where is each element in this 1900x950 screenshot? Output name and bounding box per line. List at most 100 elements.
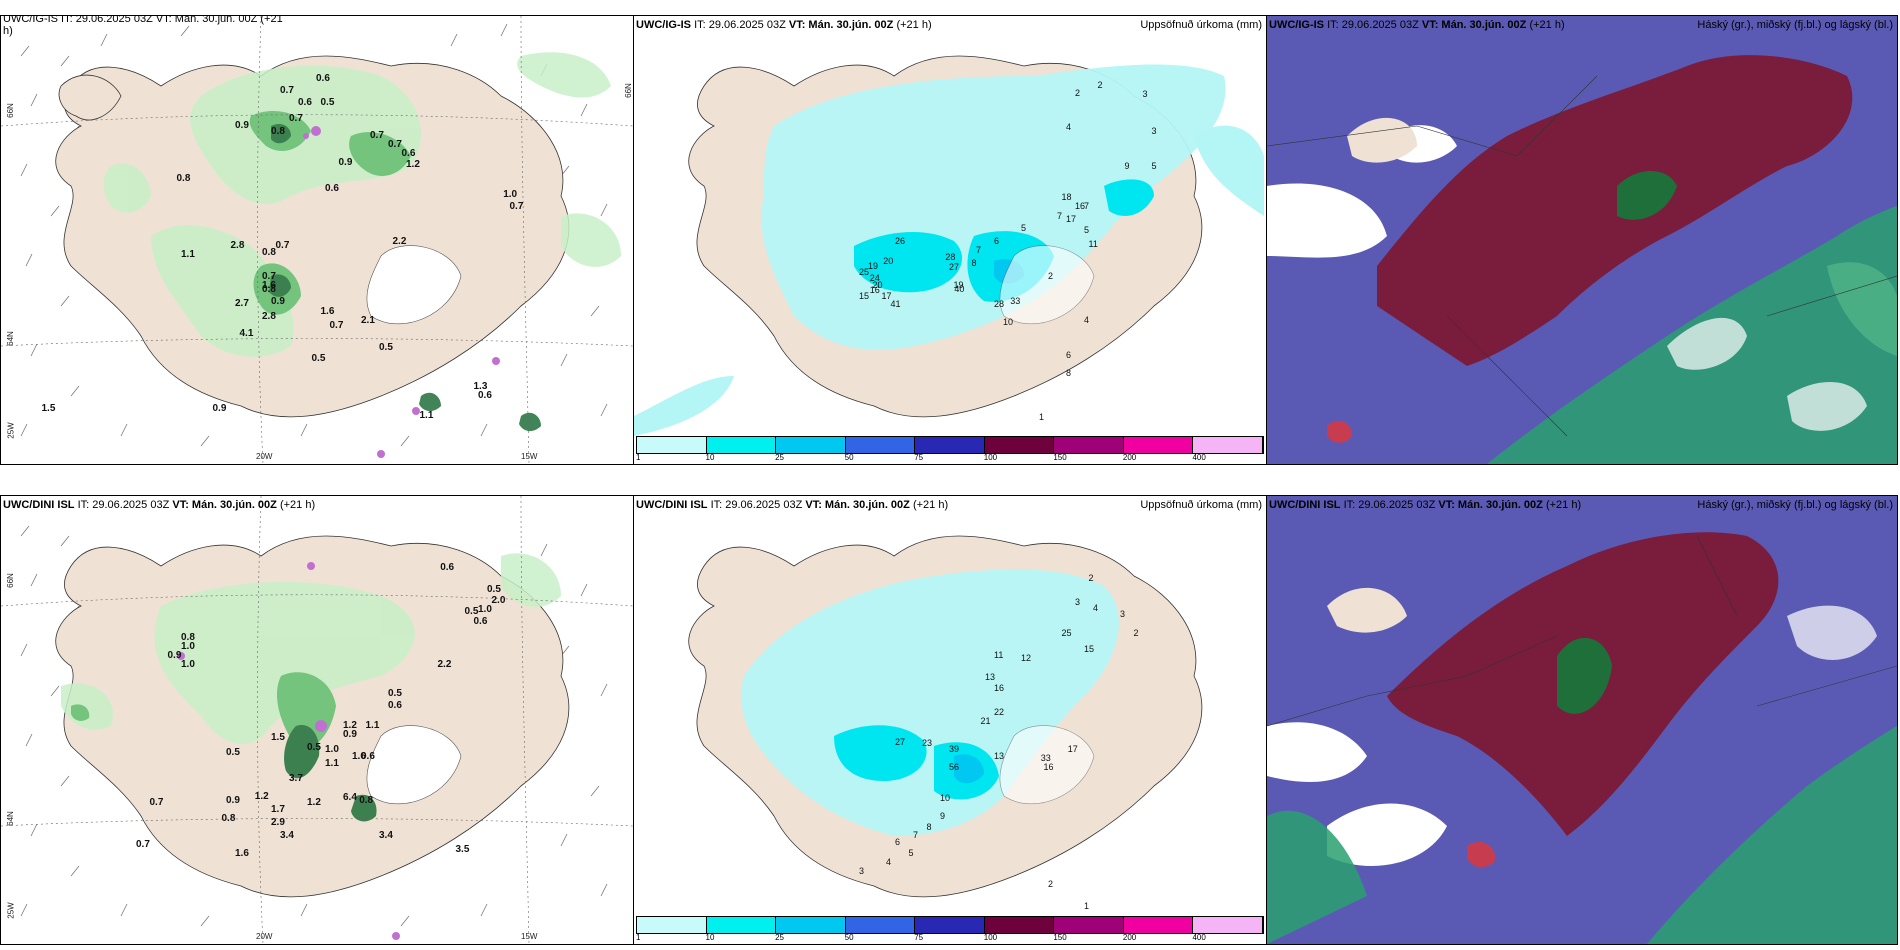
grid-label-lat: 66N xyxy=(5,103,15,118)
value-label: 15 xyxy=(859,290,870,301)
value-label: 0.9 xyxy=(235,119,249,131)
value-label: 8 xyxy=(971,258,977,268)
value-label: 16 xyxy=(869,285,880,296)
colorbar-tick: 1 xyxy=(636,933,641,942)
value-label: 26 xyxy=(895,236,906,246)
value-label: 0.7 xyxy=(289,112,303,124)
value-label: 2.8 xyxy=(262,310,276,322)
colorbar-segment xyxy=(1123,917,1194,933)
value-label: 11 xyxy=(994,650,1004,660)
value-label: 1.5 xyxy=(41,403,56,415)
accum-map-top xyxy=(634,16,1266,464)
value-label: 15 xyxy=(1084,643,1095,654)
panel-title-right: Háský (gr.), miðský (fj.bl.) og lágský (… xyxy=(1697,499,1893,511)
value-label: 11 xyxy=(1088,238,1098,249)
panel-title-right: Háský (gr.), miðský (fj.bl.) og lágský (… xyxy=(1697,19,1893,31)
precip-map-top xyxy=(1,16,633,464)
colorbar-segment xyxy=(776,917,846,933)
grid-label-lon: 20W xyxy=(256,932,273,941)
value-label: 1.5 xyxy=(271,731,285,743)
value-label: 56 xyxy=(949,761,960,772)
value-label: 3.7 xyxy=(289,773,303,785)
value-label: 22 xyxy=(994,707,1005,718)
value-label: 2 xyxy=(1088,573,1094,584)
grid-label-lon: 15W xyxy=(521,932,538,941)
panel-accum-bottom: UWC/DINI ISL IT: 29.06.2025 03Z VT: Mán.… xyxy=(633,495,1267,945)
value-label: 6 xyxy=(1066,350,1072,361)
value-label: 4.1 xyxy=(239,328,254,340)
value-label: 1.3 xyxy=(473,381,488,393)
value-label: 0.7 xyxy=(149,796,164,808)
value-label: 2.0 xyxy=(491,594,506,606)
value-label: 20 xyxy=(883,256,894,267)
value-label: 27 xyxy=(949,262,960,273)
value-label: 0.6 xyxy=(478,390,492,401)
value-label: 16 xyxy=(1043,761,1054,772)
value-label: 21 xyxy=(980,716,991,726)
value-label: 2.8 xyxy=(230,240,245,252)
panel-title-right: Uppsöfnuð úrkoma (mm) xyxy=(1140,499,1262,511)
value-label: 17 xyxy=(1067,744,1078,755)
colorbar-segment xyxy=(984,437,1055,453)
value-label: 1.0 xyxy=(181,641,195,653)
value-label: 0.5 xyxy=(487,584,501,595)
value-label: 24 xyxy=(869,272,880,283)
value-label: 8 xyxy=(1066,368,1072,378)
colorbar-segment xyxy=(1193,437,1263,453)
value-label: 2 xyxy=(1048,271,1054,282)
value-label: 1.2 xyxy=(254,790,269,802)
precip-map-bottom xyxy=(1,496,633,944)
grid-label-lat: 66N xyxy=(5,573,15,588)
value-label: 0.6 xyxy=(388,700,402,712)
value-label: 41 xyxy=(890,299,901,310)
value-label: 1.2 xyxy=(307,796,321,808)
value-label: 13 xyxy=(985,672,996,682)
value-label: 4 xyxy=(1093,603,1099,614)
value-label: 1.6 xyxy=(320,306,335,318)
value-label: 7 xyxy=(1084,200,1090,211)
panel-header: UWC/IG-IS IT: 29.06.2025 03Z VT: Mán. 30… xyxy=(3,15,283,25)
colorbar-tick: 150 xyxy=(1053,453,1067,462)
value-label: 18 xyxy=(1061,192,1072,202)
panel-header: UWC/DINI ISL IT: 29.06.2025 03Z VT: Mán.… xyxy=(3,499,316,511)
precip-shading xyxy=(103,52,621,432)
value-label: 10 xyxy=(940,793,951,804)
value-label: 39 xyxy=(949,744,960,755)
value-label: 0.8 xyxy=(359,795,374,807)
value-label: 1.6 xyxy=(262,280,276,291)
value-label: 0.6 xyxy=(316,73,330,85)
colorbar-ticks: 1 10 25 50 75 100 150 200 400 xyxy=(636,933,1262,943)
value-label: 5 xyxy=(1084,225,1090,236)
value-label: 3.5 xyxy=(455,843,470,855)
colorbar-tick: 150 xyxy=(1053,933,1067,942)
grid-label-lat: 64N xyxy=(5,811,15,826)
value-label: 1.0 xyxy=(325,744,339,756)
value-label: 28 xyxy=(945,251,956,262)
value-label: 10 xyxy=(1003,316,1014,327)
colorbar-tick: 400 xyxy=(1192,453,1206,462)
value-label: 0.9 xyxy=(338,156,353,168)
value-label: 2.2 xyxy=(437,658,452,670)
accum-map-bottom xyxy=(634,496,1266,944)
value-label: 2.1 xyxy=(361,315,375,327)
value-label: 1.2 xyxy=(406,158,420,170)
value-label: 1.0 xyxy=(181,658,195,670)
value-label: 4 xyxy=(886,856,892,867)
value-label: 6 xyxy=(994,236,1000,246)
value-label: 0.5 xyxy=(311,353,326,365)
value-label: 1.1 xyxy=(365,720,380,732)
value-label: 6.4 xyxy=(343,791,357,803)
colorbar-segment xyxy=(915,437,985,453)
panel-precip-bottom: UWC/DINI ISL IT: 29.06.2025 03Z VT: Mán.… xyxy=(0,495,634,945)
colorbar-tick: 75 xyxy=(914,453,924,462)
value-label: 7 xyxy=(976,244,982,255)
colorbar-segment xyxy=(1123,437,1194,453)
colorbar-segment xyxy=(637,437,707,453)
colorbar-tick: 10 xyxy=(705,933,715,942)
value-label: 13 xyxy=(994,751,1005,762)
value-label: 27 xyxy=(895,737,906,748)
colorbar-segment xyxy=(637,917,707,933)
colorbar-segment xyxy=(706,437,777,453)
panel-header: UWC/DINI ISL IT: 29.06.2025 03Z VT: Mán.… xyxy=(636,499,949,511)
grid-label-lon: 15W xyxy=(521,452,538,461)
